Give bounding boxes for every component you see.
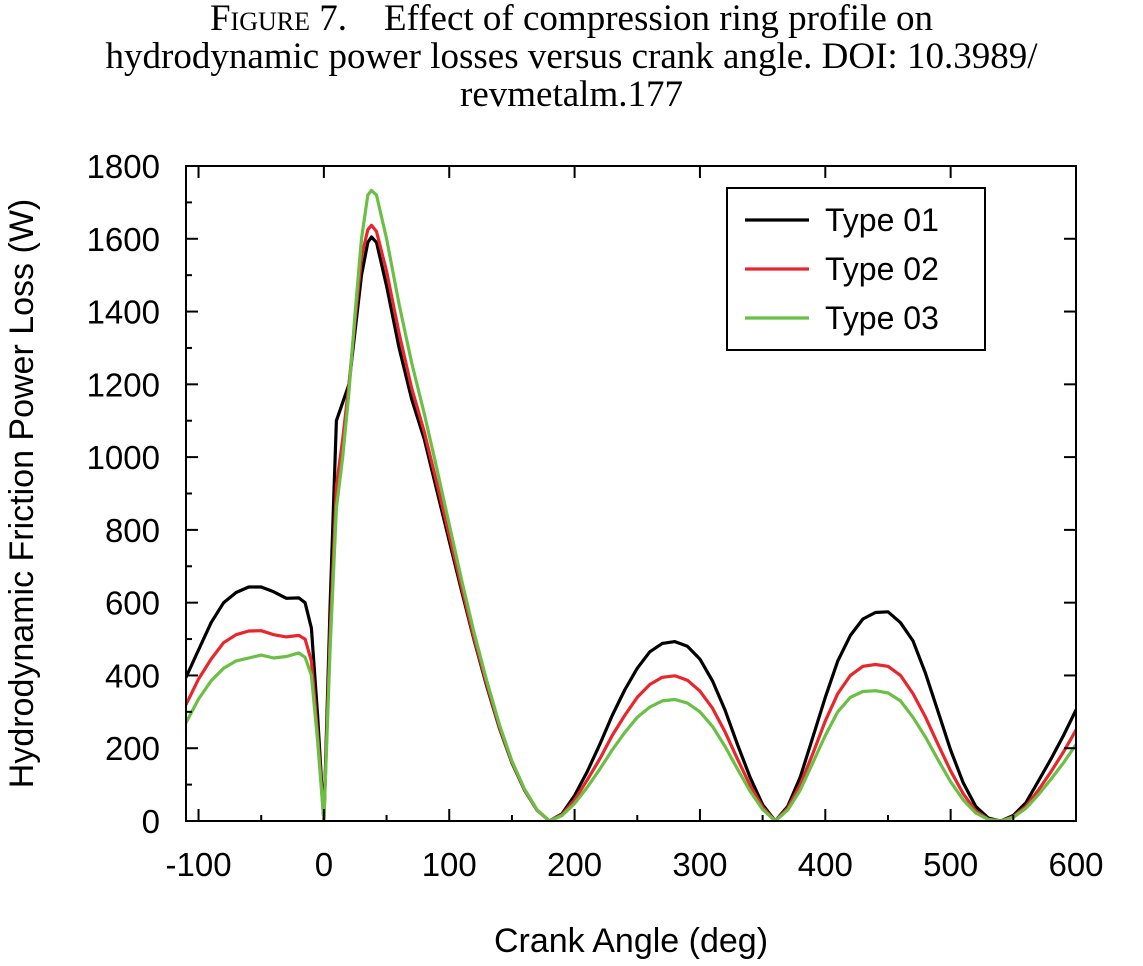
series-line-1 bbox=[186, 235, 1076, 821]
y-tick-label: 1400 bbox=[87, 294, 160, 331]
figure-caption: Figure 7. Effect of compression ring pro… bbox=[0, 0, 1143, 114]
y-tick-label: 1600 bbox=[87, 221, 160, 258]
x-tick-label: 600 bbox=[1048, 846, 1103, 883]
x-tick-label: 100 bbox=[422, 846, 477, 883]
x-tick-label: 0 bbox=[315, 846, 333, 883]
legend: Type 01 Type 02 Type 03 bbox=[726, 187, 986, 351]
legend-label-1: Type 01 bbox=[825, 202, 939, 238]
x-tick-label: 300 bbox=[672, 846, 727, 883]
y-tick-label: 600 bbox=[105, 585, 160, 622]
x-axis-title: Crank Angle (deg) bbox=[494, 922, 768, 960]
y-tick-label: 1000 bbox=[87, 439, 160, 476]
series-line-2 bbox=[186, 223, 1076, 821]
y-tick-label: 800 bbox=[105, 512, 160, 549]
figure-label: Figure 7. bbox=[209, 0, 347, 39]
y-axis-title: Hydrodynamic Friction Power Loss (W) bbox=[3, 199, 41, 788]
legend-label-3: Type 03 bbox=[825, 300, 939, 336]
x-tick-label: 400 bbox=[798, 846, 853, 883]
y-axis: 0 200 400 600 800 1000 1200 1400 1600 1800 bbox=[87, 148, 1076, 840]
series-layer bbox=[186, 188, 1076, 821]
caption-line-2: hydrodynamic power losses versus crank a… bbox=[105, 36, 1038, 77]
caption-line-1: Figure 7. Effect of compression ring pro… bbox=[0, 0, 1143, 38]
caption-line-3: revmetalm.177 bbox=[460, 74, 683, 115]
series-line-3 bbox=[186, 188, 1076, 821]
y-tick-label: 1800 bbox=[87, 148, 160, 185]
y-tick-label: 200 bbox=[105, 730, 160, 767]
x-tick-label: -100 bbox=[166, 846, 232, 883]
x-tick-label: 200 bbox=[547, 846, 602, 883]
x-tick-label: 500 bbox=[923, 846, 978, 883]
y-tick-label: 1200 bbox=[87, 366, 160, 403]
legend-label-2: Type 02 bbox=[825, 251, 939, 287]
y-tick-label: 400 bbox=[105, 657, 160, 694]
x-axis: -100 0 100 200 300 400 500 600 bbox=[166, 166, 1104, 883]
caption-text-1: Effect of compression ring profile on bbox=[383, 0, 934, 39]
y-tick-label: 0 bbox=[142, 803, 160, 840]
